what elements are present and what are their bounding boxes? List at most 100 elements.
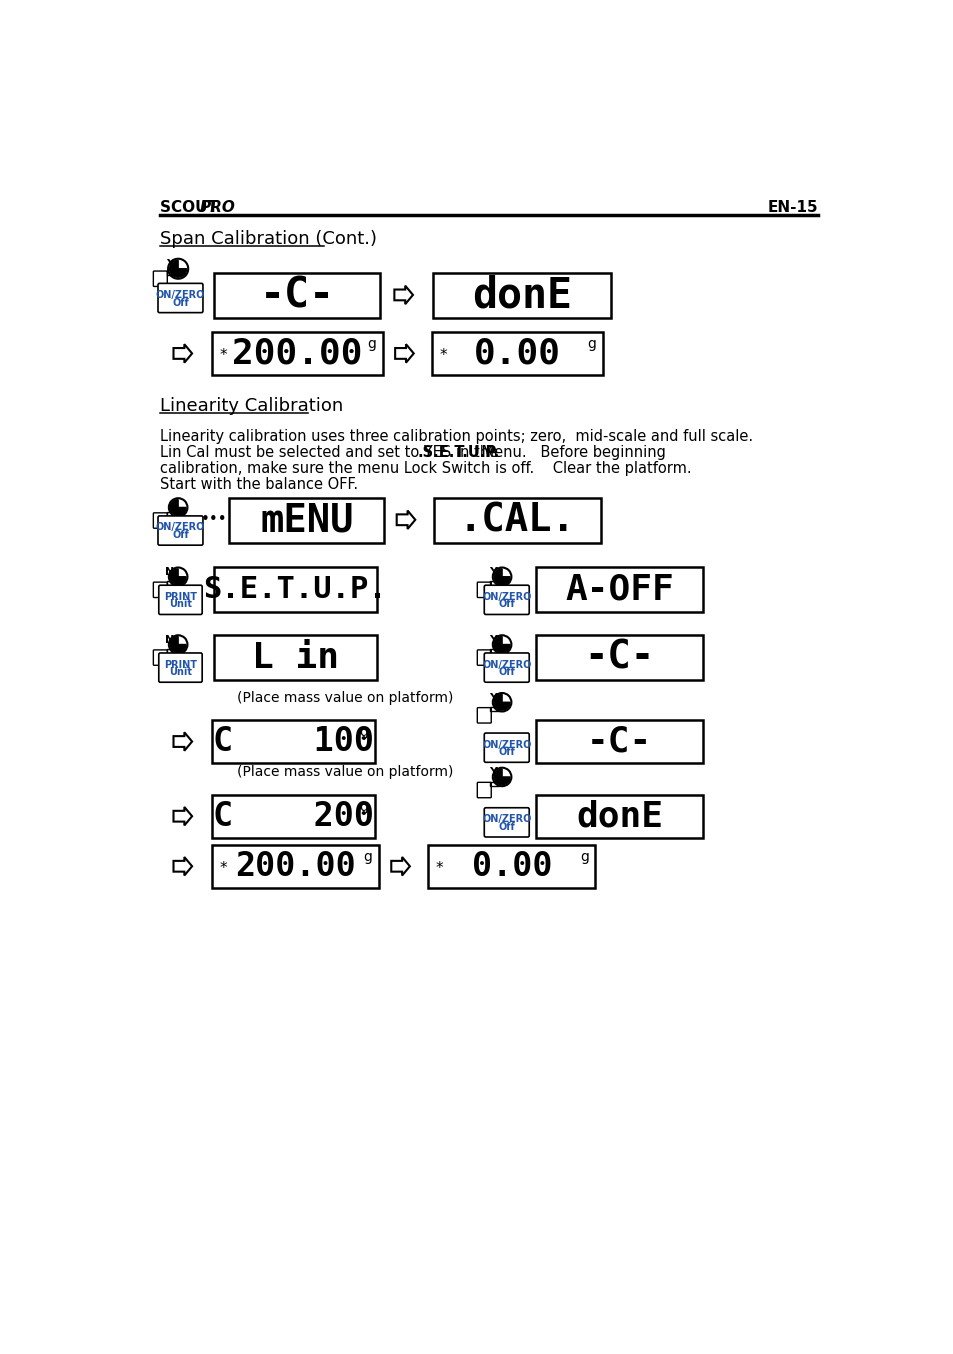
Text: Lin Cal must be selected and set to YES in the: Lin Cal must be selected and set to YES … — [159, 445, 502, 460]
Text: Unit: Unit — [169, 668, 192, 677]
FancyBboxPatch shape — [229, 498, 384, 543]
Text: Off: Off — [172, 531, 189, 540]
FancyBboxPatch shape — [536, 635, 702, 680]
Text: PRINT: PRINT — [164, 592, 196, 601]
Text: mENU: mENU — [260, 501, 354, 539]
Text: C    200: C 200 — [213, 800, 374, 833]
Text: (Place mass value on platform): (Place mass value on platform) — [236, 691, 453, 704]
FancyBboxPatch shape — [476, 650, 491, 665]
Text: ON/ZERO: ON/ZERO — [155, 523, 205, 532]
FancyBboxPatch shape — [433, 274, 611, 318]
Text: g: g — [359, 724, 368, 739]
Text: Y: Y — [166, 259, 173, 269]
FancyBboxPatch shape — [213, 635, 376, 680]
Text: Linearity Calibration: Linearity Calibration — [159, 397, 342, 414]
Text: Off: Off — [497, 668, 515, 677]
FancyBboxPatch shape — [153, 271, 167, 287]
FancyBboxPatch shape — [158, 653, 202, 682]
FancyBboxPatch shape — [153, 582, 167, 597]
Text: 200.00: 200.00 — [232, 336, 362, 371]
FancyBboxPatch shape — [158, 283, 203, 313]
Text: Span Calibration (Cont.): Span Calibration (Cont.) — [159, 230, 376, 249]
Text: PRO: PRO — [199, 199, 235, 215]
FancyBboxPatch shape — [434, 498, 599, 543]
Text: -C-: -C- — [584, 639, 654, 677]
Text: 200.00: 200.00 — [235, 850, 355, 883]
Text: g: g — [367, 337, 375, 351]
FancyBboxPatch shape — [212, 332, 382, 375]
FancyBboxPatch shape — [536, 720, 702, 764]
Text: -C-: -C- — [259, 275, 335, 317]
FancyBboxPatch shape — [212, 720, 375, 764]
Text: ON/ZERO: ON/ZERO — [481, 739, 531, 750]
Text: .CAL.: .CAL. — [458, 501, 575, 539]
Text: *: * — [436, 861, 443, 876]
Text: Off: Off — [497, 822, 515, 831]
Text: EN-15: EN-15 — [767, 199, 818, 215]
Wedge shape — [494, 569, 510, 585]
FancyBboxPatch shape — [484, 733, 529, 762]
Text: Y: Y — [489, 768, 497, 777]
Text: ON/ZERO: ON/ZERO — [481, 814, 531, 825]
Wedge shape — [170, 636, 186, 653]
Text: L in: L in — [252, 640, 338, 674]
Text: *: * — [439, 348, 447, 363]
Wedge shape — [494, 695, 510, 709]
FancyBboxPatch shape — [432, 332, 602, 375]
Text: g: g — [359, 800, 368, 814]
FancyBboxPatch shape — [212, 795, 375, 838]
Text: g: g — [363, 850, 372, 864]
FancyBboxPatch shape — [476, 783, 491, 798]
Text: N: N — [165, 635, 174, 645]
Text: C    100: C 100 — [213, 724, 374, 758]
Wedge shape — [170, 260, 187, 278]
Text: Menu.   Before beginning: Menu. Before beginning — [476, 445, 664, 460]
Text: S.E.T.U.P.: S.E.T.U.P. — [203, 575, 387, 604]
FancyBboxPatch shape — [484, 585, 529, 615]
Text: Y: Y — [489, 693, 497, 703]
FancyBboxPatch shape — [476, 582, 491, 597]
Text: *: * — [219, 861, 227, 876]
FancyBboxPatch shape — [158, 516, 203, 546]
FancyBboxPatch shape — [484, 808, 529, 837]
Wedge shape — [494, 636, 510, 653]
FancyBboxPatch shape — [476, 708, 491, 723]
Text: g: g — [587, 337, 596, 351]
Text: 0.00: 0.00 — [471, 850, 552, 883]
Text: .S.E.T.U.P.: .S.E.T.U.P. — [417, 445, 499, 460]
FancyBboxPatch shape — [153, 650, 167, 665]
Text: SCOUT: SCOUT — [159, 199, 223, 215]
Text: -C-: -C- — [586, 724, 652, 758]
Text: Unit: Unit — [169, 600, 192, 609]
Text: •••: ••• — [200, 512, 227, 527]
Text: *: * — [219, 348, 227, 363]
FancyBboxPatch shape — [213, 567, 376, 612]
FancyBboxPatch shape — [536, 795, 702, 838]
FancyBboxPatch shape — [153, 513, 167, 528]
Text: ON/ZERO: ON/ZERO — [481, 659, 531, 669]
Wedge shape — [170, 569, 186, 585]
Text: PRINT: PRINT — [164, 659, 196, 669]
FancyBboxPatch shape — [484, 653, 529, 682]
Text: Y: Y — [489, 567, 497, 577]
Text: N: N — [165, 567, 174, 577]
Text: donE: donE — [576, 799, 662, 833]
FancyBboxPatch shape — [428, 845, 595, 888]
Text: A-OFF: A-OFF — [564, 573, 673, 607]
Text: Off: Off — [497, 600, 515, 609]
Text: ON/ZERO: ON/ZERO — [155, 290, 205, 301]
Wedge shape — [494, 769, 510, 785]
FancyBboxPatch shape — [536, 567, 702, 612]
Text: calibration, make sure the menu Lock Switch is off.    Clear the platform.: calibration, make sure the menu Lock Swi… — [159, 462, 691, 477]
FancyBboxPatch shape — [213, 274, 380, 318]
Text: 0.00: 0.00 — [474, 336, 560, 371]
FancyBboxPatch shape — [158, 585, 202, 615]
Text: donE: donE — [472, 275, 572, 317]
Text: Y: Y — [489, 635, 497, 645]
Text: Start with the balance OFF.: Start with the balance OFF. — [159, 478, 357, 493]
Text: ON/ZERO: ON/ZERO — [481, 592, 531, 601]
Wedge shape — [170, 500, 186, 516]
Text: (Place mass value on platform): (Place mass value on platform) — [236, 765, 453, 780]
Text: Off: Off — [497, 747, 515, 757]
Text: g: g — [579, 850, 588, 864]
